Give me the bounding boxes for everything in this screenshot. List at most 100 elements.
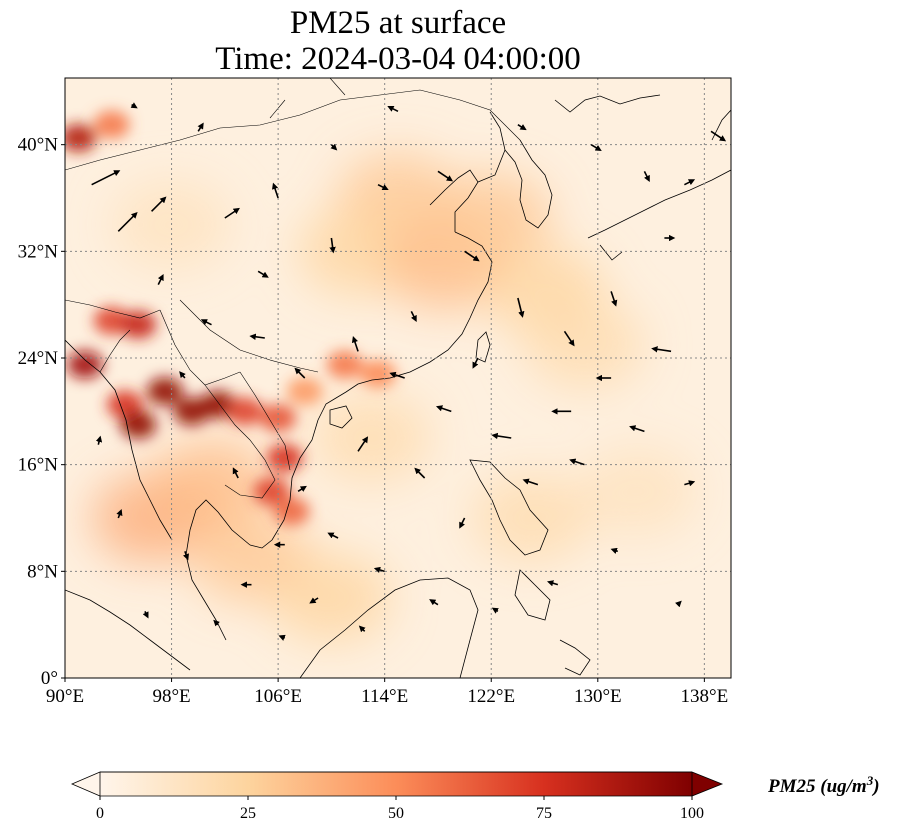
wind-arrow-57 bbox=[130, 102, 138, 109]
colorbar-tick-label-0: 0 bbox=[96, 805, 104, 822]
wind-arrow-42 bbox=[95, 435, 103, 445]
latitude-axis: 0° 8°N 16°N 24°N 32°N 40°N bbox=[18, 135, 65, 689]
pm25-hotspot-3 bbox=[120, 310, 157, 339]
pm25-hotspot-4 bbox=[66, 350, 103, 379]
wind-arrow-28 bbox=[459, 517, 466, 529]
coastline-vietnam bbox=[249, 419, 319, 549]
lon-tick-label-2: 106°E bbox=[254, 686, 302, 707]
coastline-yellow-sea bbox=[477, 94, 661, 183]
wind-arrow-31 bbox=[629, 425, 645, 433]
wind-arrow-44 bbox=[213, 619, 221, 627]
map-plot-area bbox=[65, 78, 731, 678]
wind-arrow-24 bbox=[200, 319, 212, 326]
pm25-hotspot-7 bbox=[146, 377, 183, 406]
border-china-south bbox=[159, 299, 319, 499]
coastline-gulf-thailand bbox=[185, 499, 251, 641]
pm25-region-8 bbox=[524, 299, 645, 390]
wind-arrow-56 bbox=[197, 122, 204, 132]
wind-arrow-33 bbox=[232, 467, 239, 479]
wind-arrow-35 bbox=[327, 532, 339, 539]
wind-arrow-18 bbox=[491, 432, 512, 440]
wind-arrow-22 bbox=[294, 367, 306, 379]
lon-tick-label-6: 138°E bbox=[681, 686, 729, 707]
colorbar-tick-label-4: 100 bbox=[680, 805, 704, 822]
longitude-axis: 90°E 98°E 106°E 114°E 122°E 130°E 138°E bbox=[46, 678, 728, 707]
wind-arrow-25 bbox=[157, 273, 164, 286]
wind-arrow-23 bbox=[249, 333, 265, 340]
map-frame bbox=[64, 77, 732, 679]
wind-arrow-38 bbox=[309, 597, 319, 604]
wind-arrow-47 bbox=[491, 607, 499, 614]
coastline-layer bbox=[65, 78, 731, 678]
wind-vector-layer bbox=[91, 102, 727, 641]
coastline-hainan bbox=[329, 405, 353, 429]
lat-tick-label-4: 32°N bbox=[18, 241, 59, 262]
colorbar-ticks: 0 25 50 75 100 bbox=[96, 796, 704, 822]
coastline-philippines bbox=[469, 459, 551, 621]
pm25-region-10 bbox=[271, 553, 392, 643]
pm25-region-12 bbox=[471, 473, 592, 563]
lon-tick-label-5: 130°E bbox=[574, 686, 622, 707]
wind-arrow-16 bbox=[651, 346, 672, 353]
coastline-china-east bbox=[317, 231, 493, 421]
lat-tick-label-5: 40°N bbox=[18, 135, 59, 156]
pm25-hotspot-14 bbox=[273, 497, 310, 526]
wind-arrow-41 bbox=[116, 509, 123, 519]
wind-arrow-49 bbox=[610, 547, 619, 554]
wind-arrow-14 bbox=[684, 179, 696, 186]
wind-arrow-45 bbox=[278, 634, 286, 641]
pm25-region-layer bbox=[91, 153, 698, 643]
wind-arrow-34 bbox=[297, 485, 307, 493]
lon-tick-label-1: 98°E bbox=[152, 686, 190, 707]
wind-arrow-20 bbox=[389, 371, 405, 379]
wind-arrow-8 bbox=[464, 250, 480, 262]
pm25-region-9 bbox=[311, 393, 432, 483]
map-title-line2: Time: 2024-03-04 04:00:00 bbox=[215, 41, 581, 77]
lat-tick-label-3: 24°N bbox=[18, 348, 59, 369]
pm25-hotspot-17 bbox=[286, 377, 323, 406]
wind-arrow-50 bbox=[674, 600, 682, 608]
map-title-line1: PM25 at surface bbox=[289, 5, 507, 41]
wind-arrow-59 bbox=[410, 310, 417, 323]
colorbar-tick-label-1: 25 bbox=[240, 805, 256, 822]
pm25-hotspot-16 bbox=[360, 360, 397, 388]
lon-tick-label-4: 122°E bbox=[467, 686, 515, 707]
lon-tick-label-3: 114°E bbox=[361, 686, 408, 707]
gridline-layer bbox=[65, 78, 731, 678]
wind-arrow-48 bbox=[547, 580, 559, 587]
wind-arrow-52 bbox=[387, 105, 399, 113]
colorbar-label: PM25 (ug/m3) bbox=[767, 773, 880, 798]
wind-arrow-11 bbox=[610, 291, 618, 307]
wind-arrow-43 bbox=[142, 610, 149, 619]
coastline-sulawesi bbox=[559, 639, 591, 676]
wind-arrow-13 bbox=[710, 130, 727, 142]
wind-arrow-61 bbox=[179, 371, 186, 379]
wind-arrow-4 bbox=[272, 182, 279, 199]
pm25-hotspot-15 bbox=[326, 350, 363, 379]
wind-arrow-37 bbox=[429, 599, 439, 606]
wind-arrow-3 bbox=[224, 207, 240, 219]
lat-tick-label-2: 16°N bbox=[18, 455, 59, 476]
wind-arrow-29 bbox=[522, 478, 539, 486]
colorbar-extend-min bbox=[70, 771, 101, 797]
border-south-asia bbox=[65, 299, 161, 373]
wind-arrow-54 bbox=[590, 143, 602, 152]
coastline-andaman bbox=[65, 339, 173, 541]
wind-arrow-2 bbox=[151, 196, 167, 212]
pm25-hotspot-6 bbox=[120, 410, 157, 439]
coastline-sumatra bbox=[65, 589, 191, 671]
wind-arrow-46 bbox=[358, 625, 366, 633]
pm25-hotspot-1 bbox=[93, 110, 130, 139]
lon-tick-label-0: 90°E bbox=[46, 686, 84, 707]
colorbar-gradient bbox=[100, 772, 692, 796]
coastline-korea bbox=[504, 139, 553, 229]
wind-arrow-36 bbox=[373, 566, 385, 573]
pm25-region-1 bbox=[151, 439, 272, 530]
wind-arrow-19 bbox=[435, 405, 452, 413]
wind-arrow-40 bbox=[183, 551, 190, 561]
pm25-hotspot-2 bbox=[93, 306, 130, 335]
wind-arrow-27 bbox=[414, 467, 426, 479]
wind-arrow-26 bbox=[357, 436, 369, 452]
wind-arrow-9 bbox=[517, 297, 525, 318]
lat-tick-label-0: 0° bbox=[41, 668, 58, 689]
